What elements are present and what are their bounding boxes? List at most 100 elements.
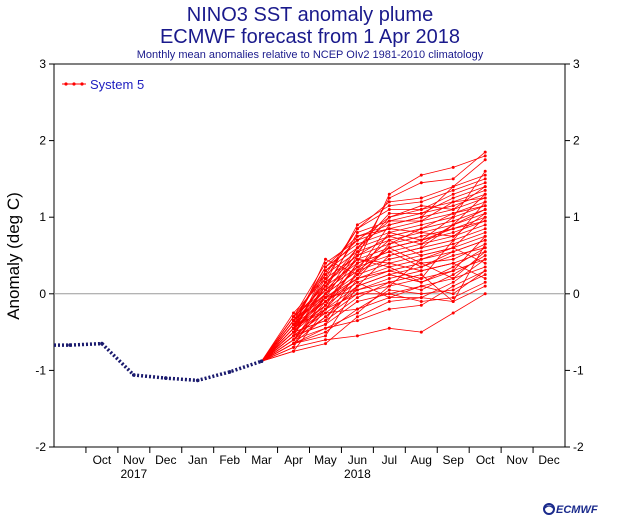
ensemble-point-45-0 <box>292 334 295 338</box>
y-tick-label-left-4: 2 <box>39 134 46 148</box>
x-tick-label-6: Apr <box>284 453 303 467</box>
ensemble-point-26-2 <box>355 223 359 227</box>
ensemble-point-50-2 <box>355 284 359 288</box>
x-tick-label-0: Oct <box>93 453 112 467</box>
y-tick-label-right-3: 1 <box>573 210 580 224</box>
ensemble-point-41-3 <box>387 246 391 250</box>
ensemble-point-3-4 <box>419 303 423 307</box>
ensemble-point-20-1 <box>324 261 327 265</box>
ensemble-point-1-2 <box>355 315 359 319</box>
ensemble-member-49 <box>261 239 486 362</box>
ensemble-point-31-6 <box>483 169 487 173</box>
ensemble-point-6-5 <box>451 273 455 277</box>
y-axis-label: Anomaly (deg C) <box>4 192 23 320</box>
chart-caption: Monthly mean anomalies relative to NCEP … <box>137 49 484 61</box>
ecmwf-arc-icon <box>543 505 555 510</box>
ensemble-point-32-4 <box>419 246 423 250</box>
chart-subtitle: ECMWF forecast from 1 Apr 2018 <box>160 26 460 48</box>
ensemble-point-40-3 <box>387 265 391 269</box>
ensemble-point-34-6 <box>483 261 487 265</box>
ensemble-point-13-6 <box>483 227 487 231</box>
ensemble-point-1-6 <box>483 284 487 288</box>
x-tick-label-7: May <box>314 453 337 467</box>
ensemble-point-47-0 <box>292 322 295 326</box>
ensemble-point-30-3 <box>387 223 391 227</box>
ensemble-member-32 <box>261 193 486 362</box>
ensemble-point-49-1 <box>324 303 327 307</box>
ensemble-point-2-1 <box>324 330 327 334</box>
ensemble-point-12-4 <box>419 250 423 254</box>
ensemble-point-41-2 <box>355 269 359 273</box>
ensemble-point-44-3 <box>387 242 391 246</box>
ensemble-point-30-4 <box>419 215 423 219</box>
ensemble-point-27-1 <box>324 273 327 277</box>
ensemble-point-22-5 <box>451 204 455 208</box>
ensemble-point-37-1 <box>324 307 327 311</box>
x-tick-label-11: Sep <box>443 453 465 467</box>
ensemble-point-43-1 <box>324 326 327 330</box>
x-tick-label-9: Jul <box>382 453 397 467</box>
y-tick-label-right-2: 0 <box>573 287 580 301</box>
ensemble-point-14-6 <box>483 223 487 227</box>
ensemble-member-43 <box>261 216 486 362</box>
ensemble-point-46-5 <box>451 208 455 211</box>
ensemble-point-42-6 <box>483 219 487 223</box>
ensemble-point-36-1 <box>324 300 327 303</box>
ensemble-point-48-3 <box>387 227 391 231</box>
ensemble-point-29-4 <box>419 181 423 185</box>
legend-marker-2 <box>72 82 76 86</box>
ensemble-point-40-1 <box>324 288 327 292</box>
ensemble-point-26-6 <box>483 177 487 181</box>
ensemble-point-36-2 <box>355 280 359 284</box>
x-tick-label-10: Aug <box>411 453 432 467</box>
ensemble-point-44-2 <box>355 277 359 280</box>
ensemble-point-0-1 <box>324 338 327 342</box>
ensemble-point-41-5 <box>451 277 455 280</box>
ensemble-point-25-1 <box>324 277 327 280</box>
ensemble-point-40-6 <box>483 234 487 238</box>
ensemble-point-28-3 <box>387 192 391 196</box>
ensemble-point-39-3 <box>387 280 391 284</box>
ensemble-point-3-3 <box>387 307 391 311</box>
ensemble-point-44-6 <box>483 204 487 208</box>
ensemble-point-4-2 <box>355 300 359 303</box>
legend-label: System 5 <box>90 77 144 92</box>
ensemble-point-49-2 <box>355 261 359 265</box>
ensemble-point-42-2 <box>355 273 359 277</box>
ensemble-point-2-6 <box>483 273 487 277</box>
ensemble-point-29-5 <box>451 177 455 181</box>
ensemble-member-44 <box>261 205 486 362</box>
ensemble-member-30 <box>261 159 486 362</box>
ensemble-point-44-1 <box>324 296 327 300</box>
ensemble-member-45 <box>261 197 486 362</box>
ensemble-point-42-4 <box>419 238 423 242</box>
ensemble-point-35-5 <box>451 261 455 265</box>
ensemble-point-45-2 <box>355 246 359 250</box>
ensemble-point-38-6 <box>483 257 487 261</box>
ensemble-point-42-5 <box>451 227 455 231</box>
y-tick-label-left-2: 0 <box>39 287 46 301</box>
ensemble-point-41-6 <box>483 250 487 254</box>
ensemble-point-42-1 <box>324 257 327 261</box>
ensemble-member-36 <box>261 270 486 362</box>
ensemble-point-47-2 <box>355 254 359 257</box>
ensemble-point-49-0 <box>292 326 295 330</box>
ensemble-point-45-5 <box>451 200 455 204</box>
ensemble-point-49-5 <box>451 250 455 254</box>
ensemble-point-46-1 <box>324 269 327 273</box>
ensemble-point-39-5 <box>451 300 455 303</box>
observed-point-1 <box>100 341 104 346</box>
ensemble-point-30-5 <box>451 185 455 189</box>
ensemble-point-18-5 <box>451 219 455 223</box>
ensemble-point-39-4 <box>419 273 423 277</box>
ensemble-point-44-0 <box>292 338 295 342</box>
ensemble-point-45-1 <box>324 284 327 288</box>
ensemble-point-40-0 <box>292 315 295 319</box>
ensemble-point-32-1 <box>324 315 327 319</box>
ensemble-point-45-4 <box>419 219 423 223</box>
x-tick-label-4: Feb <box>219 453 240 467</box>
ensemble-point-43-6 <box>483 215 487 219</box>
ensemble-point-44-4 <box>419 227 423 231</box>
ensemble-point-43-4 <box>419 257 423 261</box>
ensemble-point-22-2 <box>355 231 359 234</box>
